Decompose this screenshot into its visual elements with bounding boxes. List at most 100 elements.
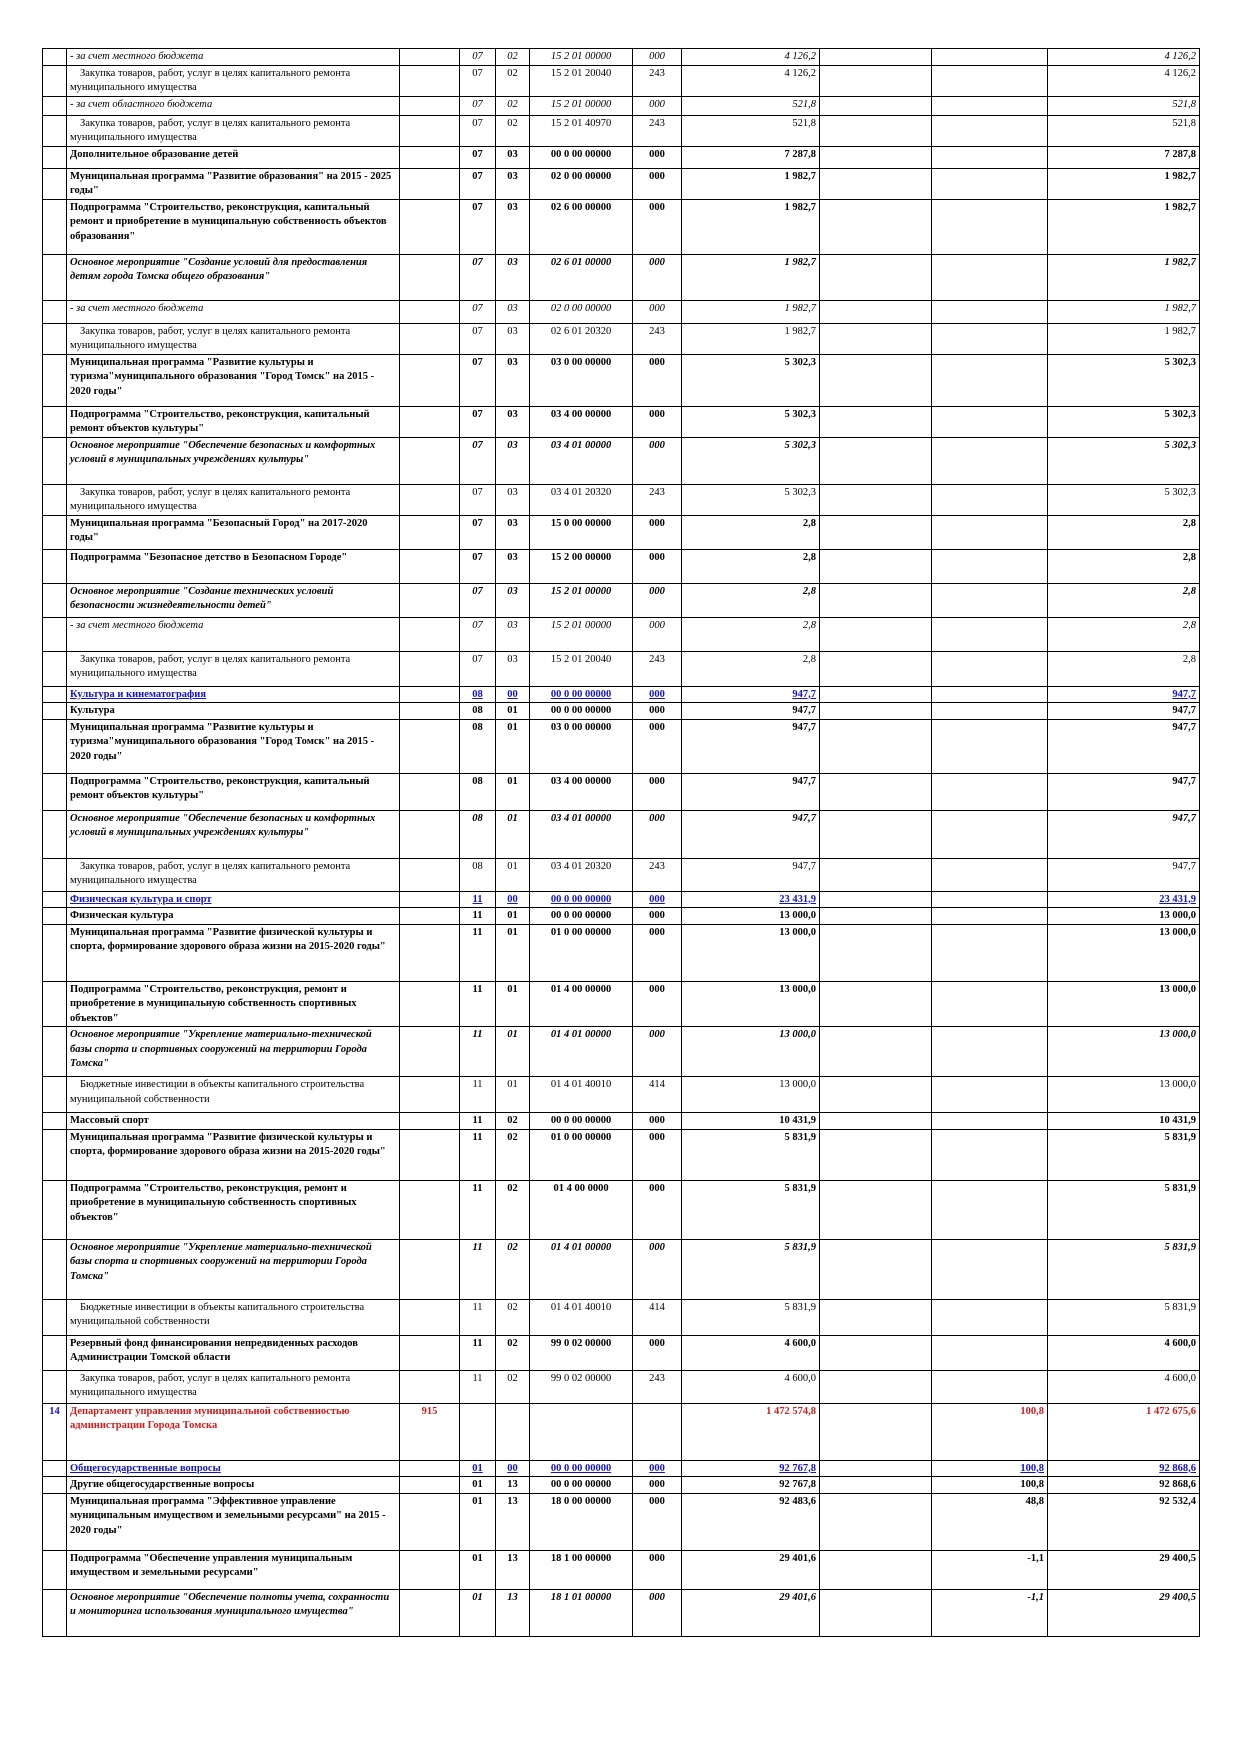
amount-cell-2 bbox=[819, 1492, 932, 1551]
table-row: Закупка товаров, работ, услуг в целях ка… bbox=[42, 650, 1200, 687]
total-amount-cell: 2,8 bbox=[1047, 650, 1200, 687]
expense-type-cell: 243 bbox=[632, 322, 682, 355]
change-amount-cell bbox=[931, 167, 1048, 200]
row-number-cell bbox=[42, 1476, 67, 1494]
section-code-cell: 11 bbox=[459, 1334, 496, 1371]
subsection-code-cell: 02 bbox=[495, 48, 530, 66]
section-code-cell: 07 bbox=[459, 483, 496, 516]
item-name-cell: Основное мероприятие "Укрепление материа… bbox=[66, 1238, 400, 1300]
approved-amount-cell: 1 982,7 bbox=[681, 198, 820, 255]
row-number-cell bbox=[42, 405, 67, 438]
total-amount-cell: 13 000,0 bbox=[1047, 980, 1200, 1027]
target-article-cell: 15 0 00 00000 bbox=[529, 514, 633, 550]
approved-amount-cell: 521,8 bbox=[681, 114, 820, 147]
section-code-cell: 01 bbox=[459, 1588, 496, 1637]
section-code-cell: 08 bbox=[459, 857, 496, 892]
expense-type-cell: 243 bbox=[632, 114, 682, 147]
section-code-cell: 07 bbox=[459, 198, 496, 255]
target-article-cell: 18 1 00 00000 bbox=[529, 1549, 633, 1590]
change-amount-cell bbox=[931, 198, 1048, 255]
subsection-code-cell: 02 bbox=[495, 1128, 530, 1181]
admin-code-cell bbox=[399, 582, 460, 618]
item-name-cell: Закупка товаров, работ, услуг в целях ка… bbox=[66, 64, 400, 97]
approved-amount-cell: 2,8 bbox=[681, 650, 820, 687]
table-row: Основное мероприятие "Обеспечение безопа… bbox=[42, 809, 1200, 859]
change-amount-cell bbox=[931, 436, 1048, 485]
subsection-code-cell: 02 bbox=[495, 1112, 530, 1130]
item-name-cell: Муниципальная программа "Безопасный Горо… bbox=[66, 514, 400, 550]
approved-amount-cell: 92 483,6 bbox=[681, 1492, 820, 1551]
item-name-cell: Бюджетные инвестиции в объекты капитальн… bbox=[66, 1076, 400, 1113]
target-article-cell: 01 4 01 40010 bbox=[529, 1298, 633, 1336]
item-name-cell: Основное мероприятие "Обеспечение полнот… bbox=[66, 1588, 400, 1637]
section-code-cell bbox=[459, 1402, 496, 1461]
change-amount-cell bbox=[931, 890, 1048, 908]
table-row: - за счет местного бюджета 07 03 02 0 00 00… bbox=[42, 299, 1200, 324]
change-amount-cell bbox=[931, 253, 1048, 301]
item-name-cell: Департамент управления муниципальной соб… bbox=[66, 1402, 400, 1461]
approved-amount-cell: 1 982,7 bbox=[681, 253, 820, 301]
amount-cell-2 bbox=[819, 1179, 932, 1240]
amount-cell-2 bbox=[819, 1128, 932, 1181]
admin-code-cell: 915 bbox=[399, 1402, 460, 1461]
approved-amount-cell: 92 767,8 bbox=[681, 1459, 820, 1477]
target-article-cell: 03 0 00 00000 bbox=[529, 718, 633, 774]
expense-type-cell: 000 bbox=[632, 1179, 682, 1240]
subsection-code-cell: 01 bbox=[495, 718, 530, 774]
admin-code-cell bbox=[399, 48, 460, 66]
target-article-cell: 01 4 01 00000 bbox=[529, 1026, 633, 1077]
admin-code-cell bbox=[399, 548, 460, 584]
target-article-cell: 15 2 01 20040 bbox=[529, 64, 633, 97]
admin-code-cell bbox=[399, 1076, 460, 1113]
amount-cell-2 bbox=[819, 299, 932, 324]
target-article-cell: 03 4 00 00000 bbox=[529, 405, 633, 438]
row-number-cell bbox=[42, 95, 67, 116]
target-article-cell: 00 0 00 00000 bbox=[529, 702, 633, 720]
section-code-cell: 08 bbox=[459, 685, 496, 703]
section-code-cell: 08 bbox=[459, 702, 496, 720]
total-amount-cell: 5 831,9 bbox=[1047, 1298, 1200, 1336]
total-amount-cell: 4 600,0 bbox=[1047, 1369, 1200, 1404]
item-name-cell: Муниципальная программа "Развитие культу… bbox=[66, 353, 400, 407]
amount-cell-2 bbox=[819, 1334, 932, 1371]
total-amount-cell: 5 831,9 bbox=[1047, 1238, 1200, 1300]
section-code-cell: 07 bbox=[459, 299, 496, 324]
row-number-cell bbox=[42, 198, 67, 255]
change-amount-cell bbox=[931, 405, 1048, 438]
item-name-cell: - за счет местного бюджета bbox=[66, 616, 400, 652]
total-amount-cell: 1 982,7 bbox=[1047, 299, 1200, 324]
amount-cell-2 bbox=[819, 702, 932, 720]
subsection-code-cell: 01 bbox=[495, 702, 530, 720]
amount-cell-2 bbox=[819, 114, 932, 147]
section-code-cell: 07 bbox=[459, 322, 496, 355]
expense-type-cell: 000 bbox=[632, 253, 682, 301]
row-number-cell bbox=[42, 322, 67, 355]
row-number-cell bbox=[42, 167, 67, 200]
target-article-cell: 15 2 00 00000 bbox=[529, 548, 633, 584]
section-code-cell: 07 bbox=[459, 48, 496, 66]
row-number-cell bbox=[42, 772, 67, 811]
expense-type-cell: 243 bbox=[632, 1369, 682, 1404]
change-amount-cell bbox=[931, 907, 1048, 925]
section-code-cell: 11 bbox=[459, 1076, 496, 1113]
item-name-cell: Основное мероприятие "Обеспечение безопа… bbox=[66, 809, 400, 859]
approved-amount-cell: 13 000,0 bbox=[681, 907, 820, 925]
amount-cell-2 bbox=[819, 514, 932, 550]
admin-code-cell bbox=[399, 857, 460, 892]
section-code-cell: 07 bbox=[459, 436, 496, 485]
item-name-cell: Общегосударственные вопросы bbox=[66, 1459, 400, 1477]
subsection-code-cell: 03 bbox=[495, 353, 530, 407]
target-article-cell: 02 0 00 00000 bbox=[529, 167, 633, 200]
item-name-cell: Закупка товаров, работ, услуг в целях ка… bbox=[66, 857, 400, 892]
total-amount-cell: 1 982,7 bbox=[1047, 167, 1200, 200]
expense-type-cell: 414 bbox=[632, 1298, 682, 1336]
admin-code-cell bbox=[399, 1588, 460, 1637]
admin-code-cell bbox=[399, 353, 460, 407]
section-code-cell: 11 bbox=[459, 1369, 496, 1404]
total-amount-cell: 13 000,0 bbox=[1047, 1026, 1200, 1077]
table-row: Подпрограмма "Строительство, реконструкц… bbox=[42, 405, 1200, 438]
approved-amount-cell: 4 600,0 bbox=[681, 1334, 820, 1371]
amount-cell-2 bbox=[819, 923, 932, 982]
admin-code-cell bbox=[399, 809, 460, 859]
expense-type-cell: 243 bbox=[632, 64, 682, 97]
